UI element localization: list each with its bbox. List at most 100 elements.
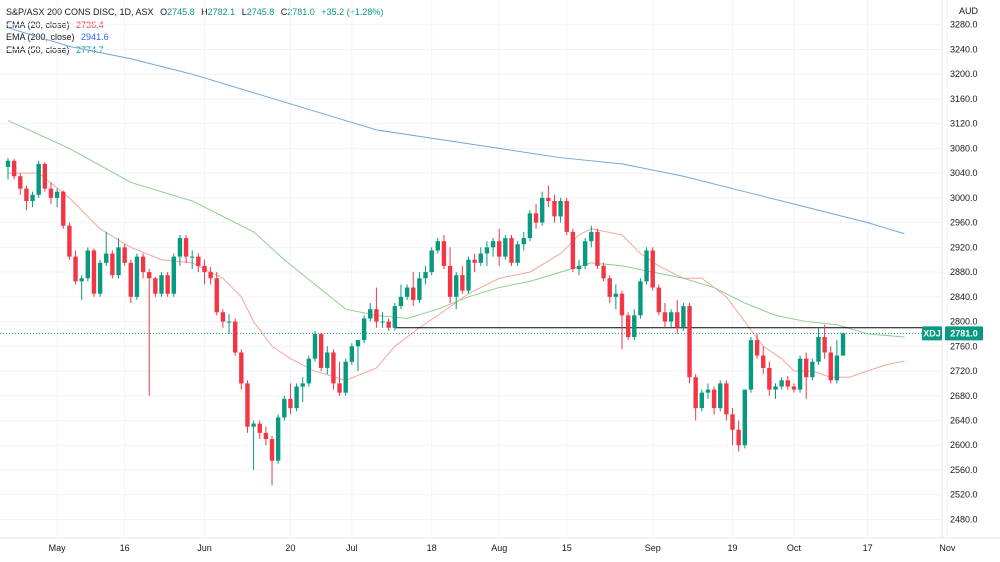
candle-body bbox=[656, 287, 662, 313]
candle-body bbox=[478, 253, 483, 263]
candle-body bbox=[392, 306, 398, 328]
candle-body bbox=[650, 250, 655, 288]
candle-body bbox=[761, 355, 766, 368]
candle-body bbox=[558, 200, 563, 217]
candle-body bbox=[748, 340, 754, 390]
candle-body bbox=[681, 306, 686, 328]
candle-body bbox=[638, 281, 643, 316]
candle-body bbox=[239, 352, 244, 384]
candle-body bbox=[797, 358, 803, 390]
indicator-label: EMA (200, close) bbox=[6, 32, 75, 42]
candle-body bbox=[196, 256, 201, 266]
candle-body bbox=[595, 231, 600, 266]
candle-body bbox=[104, 253, 109, 263]
candle-body bbox=[466, 259, 471, 291]
candle-body bbox=[91, 250, 97, 294]
candle-body bbox=[337, 383, 342, 393]
candle-body bbox=[840, 333, 846, 356]
indicator-ema200[interactable]: EMA (200, close) 2941.6 bbox=[6, 31, 387, 44]
y-tick-label: 3000.0 bbox=[950, 193, 978, 203]
low-value: 2745.8 bbox=[246, 7, 275, 17]
candle-body bbox=[527, 213, 533, 239]
candle-body bbox=[742, 389, 747, 446]
candle-body bbox=[232, 321, 238, 353]
candle-body bbox=[693, 377, 698, 409]
candle-body bbox=[294, 386, 299, 409]
candle-body bbox=[312, 333, 318, 359]
y-tick-label: 2800.0 bbox=[950, 317, 978, 327]
candle-body bbox=[607, 278, 612, 297]
candle-body bbox=[546, 197, 551, 201]
symbol-label: S&P/ASX 200 CONS DISC, 1D, ASX bbox=[6, 7, 154, 17]
candle-body bbox=[331, 352, 336, 384]
candle-body bbox=[736, 429, 741, 446]
candle-body bbox=[785, 380, 790, 387]
candle-body bbox=[226, 321, 232, 323]
candle-body bbox=[834, 355, 840, 381]
candle-body bbox=[48, 188, 54, 198]
candle-body bbox=[208, 272, 213, 279]
candle-body bbox=[601, 265, 606, 279]
candle-body bbox=[533, 213, 539, 223]
candle-body bbox=[484, 247, 490, 254]
candle-body bbox=[386, 321, 391, 328]
y-tick-label: 3040.0 bbox=[950, 168, 978, 178]
y-tick-label: 2640.0 bbox=[950, 416, 978, 426]
candle-body bbox=[711, 389, 717, 409]
candle-body bbox=[30, 194, 35, 201]
candle-body bbox=[257, 423, 262, 433]
candle-body bbox=[361, 318, 367, 341]
y-tick-label: 2560.0 bbox=[950, 465, 978, 475]
candle-body bbox=[619, 293, 625, 316]
ema-line bbox=[7, 27, 905, 235]
candle-body bbox=[570, 231, 576, 269]
y-tick-label: 3200.0 bbox=[950, 69, 978, 79]
candle-body bbox=[36, 163, 41, 195]
x-tick-label: 20 bbox=[285, 543, 295, 553]
candle-body bbox=[153, 278, 158, 294]
candle-body bbox=[705, 389, 711, 393]
y-tick-label: 3280.0 bbox=[950, 20, 978, 30]
candle-body bbox=[515, 244, 520, 263]
candle-body bbox=[300, 383, 305, 387]
y-tick-label: 3080.0 bbox=[950, 143, 978, 153]
last-price-badge bbox=[945, 326, 983, 341]
candle-body bbox=[791, 386, 797, 390]
x-tick-label: Jun bbox=[197, 543, 212, 553]
y-tick-label: 2840.0 bbox=[950, 292, 978, 302]
y-tick-label: 2920.0 bbox=[950, 242, 978, 252]
y-tick-label: 3240.0 bbox=[950, 44, 978, 54]
candle-body bbox=[380, 321, 385, 323]
candle-body bbox=[122, 247, 127, 263]
candle-body bbox=[668, 312, 674, 322]
candle-body bbox=[73, 256, 78, 282]
candle-body bbox=[810, 361, 815, 378]
x-tick-label: 15 bbox=[562, 543, 572, 553]
candle-body bbox=[343, 361, 348, 393]
ema-line bbox=[8, 172, 905, 381]
candle-body bbox=[411, 287, 416, 300]
candle-body bbox=[490, 241, 496, 248]
candle-body bbox=[177, 238, 183, 257]
y-tick-label: 2480.0 bbox=[950, 514, 978, 524]
ticker-badge-text: XDJ bbox=[923, 328, 941, 338]
candle-body bbox=[251, 423, 256, 427]
candle-body bbox=[214, 278, 219, 313]
candle-body bbox=[509, 238, 514, 263]
low-label: L bbox=[241, 7, 247, 17]
candle-body bbox=[159, 275, 164, 294]
y-tick-label: 2520.0 bbox=[950, 490, 978, 500]
y-tick-label: 3160.0 bbox=[950, 94, 978, 104]
candle-body bbox=[183, 238, 189, 257]
close-value: 2781.0 bbox=[287, 7, 315, 17]
candle-body bbox=[374, 309, 379, 322]
candle-body bbox=[454, 275, 459, 297]
candle-body bbox=[429, 250, 434, 273]
candle-body bbox=[24, 188, 29, 201]
candle-body bbox=[110, 253, 115, 276]
candle-body bbox=[460, 275, 465, 291]
candle-body bbox=[67, 225, 72, 257]
candle-body bbox=[269, 439, 275, 461]
candle-body bbox=[349, 346, 355, 362]
